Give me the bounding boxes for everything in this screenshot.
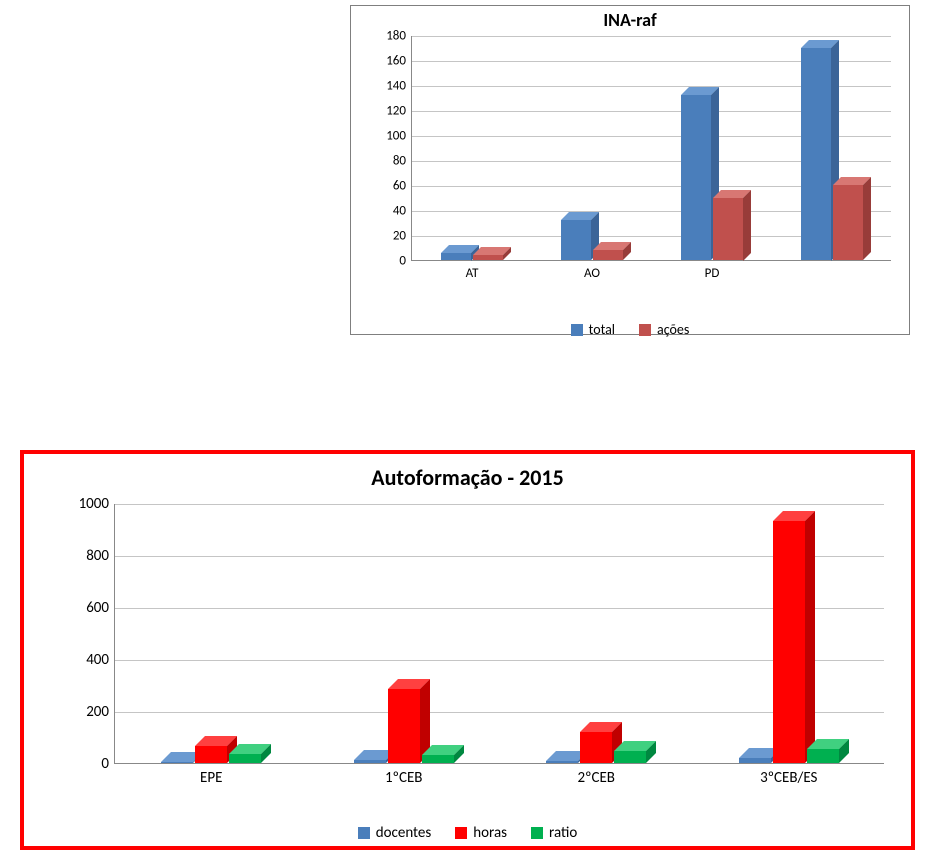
category-label: EPE: [200, 763, 222, 787]
legend-swatch: [571, 324, 583, 336]
legend-swatch: [455, 827, 467, 839]
legend-item-docentes: docentes: [358, 824, 432, 842]
chart1-legend: total ações: [351, 321, 909, 338]
bar-total: [801, 48, 831, 261]
gridline: [115, 712, 884, 713]
y-tick-label: 0: [101, 755, 115, 773]
bar-horas: [195, 746, 227, 763]
bar-horas: [580, 732, 612, 763]
legend-swatch: [639, 324, 651, 336]
y-tick-label: 60: [393, 179, 412, 194]
legend-item-horas: horas: [455, 824, 507, 842]
bar-total: [681, 95, 711, 260]
category-label: 3ºCEB/ES: [760, 763, 817, 787]
y-tick-label: 100: [386, 129, 412, 144]
y-tick-label: 0: [399, 254, 412, 269]
y-tick-label: 80: [393, 154, 412, 169]
gridline: [115, 504, 884, 505]
chart1-title: INA-raf: [351, 6, 909, 36]
category-label: 1ºCEB: [385, 763, 422, 787]
legend-item-ações: ações: [639, 321, 689, 338]
bar-ratio: [229, 754, 261, 763]
legend-item-ratio: ratio: [531, 824, 577, 842]
y-tick-label: 160: [386, 54, 412, 69]
bar-horas: [388, 689, 420, 763]
bar-ações: [593, 250, 623, 260]
legend-item-total: total: [571, 321, 615, 338]
bar-ratio: [422, 755, 454, 763]
legend-swatch: [531, 827, 543, 839]
gridline: [412, 36, 891, 37]
category-label: AO: [584, 260, 600, 281]
chart1-plot: 020406080100120140160180ATAOPD: [411, 36, 891, 261]
chart-ina-raf: INA-raf 020406080100120140160180ATAOPD t…: [350, 5, 910, 335]
category-label: AT: [466, 260, 479, 281]
y-tick-label: 800: [86, 547, 115, 565]
legend-label: ações: [657, 321, 689, 338]
chart-autoformacao: Autoformação - 2015 02004006008001000EPE…: [20, 450, 915, 850]
chart2-title: Autoformação - 2015: [24, 454, 911, 504]
gridline: [115, 556, 884, 557]
gridline: [115, 608, 884, 609]
bar-ações: [473, 255, 503, 260]
bar-ratio: [807, 749, 839, 763]
legend-label: total: [589, 321, 615, 338]
gridline: [115, 660, 884, 661]
chart2-plot: 02004006008001000EPE1ºCEB2ºCEB3ºCEB/ES: [114, 504, 884, 764]
legend-label: docentes: [376, 824, 432, 842]
y-tick-label: 140: [386, 79, 412, 94]
y-tick-label: 120: [386, 104, 412, 119]
bar-total: [561, 220, 591, 260]
bar-horas: [773, 521, 805, 763]
bar-ações: [833, 185, 863, 260]
bar-docentes: [161, 762, 193, 763]
bar-total: [441, 253, 471, 261]
category-label: PD: [705, 260, 720, 281]
legend-label: horas: [473, 824, 507, 842]
bar-docentes: [354, 760, 386, 763]
legend-label: ratio: [549, 824, 577, 842]
category-label: 2ºCEB: [578, 763, 615, 787]
y-tick-label: 20: [393, 229, 412, 244]
y-tick-label: 180: [386, 29, 412, 44]
bar-docentes: [739, 758, 771, 763]
y-tick-label: 40: [393, 204, 412, 219]
chart2-legend: docentes horas ratio: [24, 824, 911, 842]
bar-ratio: [614, 751, 646, 763]
y-tick-label: 400: [86, 651, 115, 669]
bar-ações: [713, 198, 743, 261]
bar-docentes: [546, 761, 578, 763]
legend-swatch: [358, 827, 370, 839]
y-tick-label: 200: [86, 703, 115, 721]
y-tick-label: 600: [86, 599, 115, 617]
y-tick-label: 1000: [79, 495, 115, 513]
